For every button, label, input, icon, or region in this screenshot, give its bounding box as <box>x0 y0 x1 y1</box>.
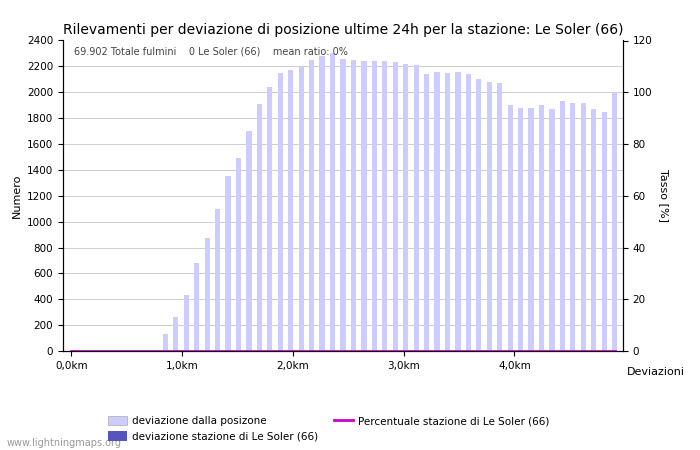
Bar <box>278 73 283 351</box>
Bar <box>372 61 377 351</box>
Bar <box>299 66 304 351</box>
Bar <box>414 65 419 351</box>
Bar <box>267 87 272 351</box>
Bar <box>560 101 565 351</box>
Bar <box>382 61 387 351</box>
Bar <box>466 74 471 351</box>
Bar <box>309 60 314 351</box>
Bar <box>445 73 450 351</box>
Bar <box>215 209 220 351</box>
Y-axis label: Numero: Numero <box>11 174 22 218</box>
Bar <box>204 238 210 351</box>
Bar <box>340 58 346 351</box>
Text: www.lightningmaps.org: www.lightningmaps.org <box>7 438 122 448</box>
Bar <box>550 109 554 351</box>
Bar <box>435 72 440 351</box>
Text: Deviazioni: Deviazioni <box>626 367 685 377</box>
Bar <box>518 108 523 351</box>
Bar <box>539 105 544 351</box>
Bar <box>225 176 231 351</box>
Bar <box>163 334 168 351</box>
Bar <box>486 82 492 351</box>
Bar <box>288 70 293 351</box>
Bar <box>424 74 429 351</box>
Bar <box>403 64 408 351</box>
Y-axis label: Tasso [%]: Tasso [%] <box>659 169 669 222</box>
Bar <box>194 263 199 351</box>
Bar <box>591 109 596 351</box>
Bar <box>183 295 189 351</box>
Bar <box>528 108 533 351</box>
Bar <box>612 92 617 351</box>
Legend: deviazione dalla posizone, deviazione stazione di Le Soler (66), Percentuale sta: deviazione dalla posizone, deviazione st… <box>106 413 552 445</box>
Bar <box>319 56 325 351</box>
Bar <box>476 79 482 351</box>
Bar <box>497 83 503 351</box>
Bar <box>570 103 575 351</box>
Bar <box>601 112 607 351</box>
Bar <box>508 105 513 351</box>
Bar <box>173 317 178 351</box>
Text: 69.902 Totale fulmini    0 Le Soler (66)    mean ratio: 0%: 69.902 Totale fulmini 0 Le Soler (66) me… <box>74 47 348 57</box>
Bar <box>257 104 262 351</box>
Bar <box>361 61 367 351</box>
Bar <box>581 103 586 351</box>
Bar <box>330 54 335 351</box>
Bar <box>393 63 398 351</box>
Bar <box>246 131 251 351</box>
Bar <box>455 72 461 351</box>
Title: Rilevamenti per deviazione di posizione ultime 24h per la stazione: Le Soler (66: Rilevamenti per deviazione di posizione … <box>63 22 623 36</box>
Bar <box>351 60 356 351</box>
Bar <box>236 158 241 351</box>
